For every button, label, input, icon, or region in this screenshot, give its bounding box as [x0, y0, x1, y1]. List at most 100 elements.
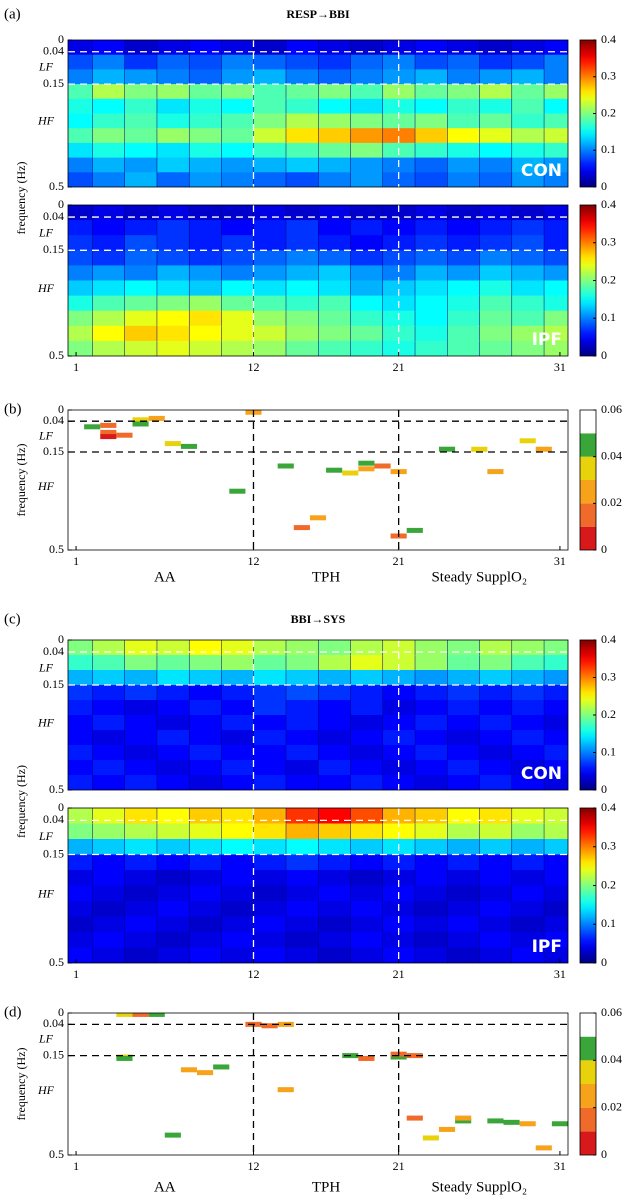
- heat-cell: [253, 280, 286, 297]
- colorbar-label: 0: [601, 542, 607, 556]
- heat-cell: [415, 128, 448, 144]
- heat-cell: [253, 715, 286, 731]
- heat-cell: [415, 745, 448, 761]
- group-tag: CON: [521, 161, 562, 181]
- heat-cell: [415, 715, 448, 731]
- heat-cell: [253, 760, 286, 776]
- band-label: LF: [38, 428, 54, 442]
- heat-cell: [415, 901, 448, 917]
- plot-area: [84, 410, 552, 539]
- heat-cell: [447, 854, 480, 871]
- y-tick-label: 0.15: [43, 444, 64, 458]
- heat-cell: [189, 916, 222, 933]
- heat-cell: [157, 760, 189, 776]
- heat-cell: [383, 325, 415, 342]
- heat-cell: [415, 839, 448, 855]
- heat-cell: [415, 730, 448, 746]
- segment: [229, 488, 246, 494]
- y-tick-label: 0: [58, 1005, 64, 1019]
- heat-cell: [415, 40, 448, 56]
- segment: [535, 1145, 552, 1151]
- heat-cell: [92, 700, 125, 716]
- group-tag: IPF: [532, 330, 562, 350]
- heat-cell: [447, 745, 480, 761]
- segment: [100, 429, 117, 435]
- y-tick-label: 0.5: [49, 348, 64, 362]
- heat-cell: [544, 172, 568, 187]
- heat-cell: [447, 40, 480, 56]
- segment: [455, 1115, 472, 1121]
- heat-cell: [92, 730, 125, 746]
- phase-label: Steady SupplO₂: [431, 569, 527, 585]
- heat-cell: [544, 142, 568, 159]
- heat-cell: [221, 84, 254, 100]
- y-tick-label: 0.04: [43, 413, 64, 427]
- colorbar-step: [580, 1036, 596, 1061]
- heat-cell: [189, 295, 222, 312]
- heat-cell: [415, 700, 448, 716]
- heat-cell: [221, 640, 254, 656]
- heat-cell: [92, 250, 125, 266]
- heat-cell: [479, 745, 512, 761]
- heat-cell: [189, 870, 222, 886]
- heat-cell: [92, 340, 125, 356]
- heat-cell: [68, 295, 93, 312]
- heat-cell: [479, 808, 512, 824]
- heat-cell: [318, 870, 351, 886]
- colorbar-step: [580, 1060, 596, 1084]
- heat-cell: [92, 947, 125, 963]
- heat-cell: [447, 870, 480, 886]
- heat-cell: [68, 172, 93, 187]
- heat-cell: [447, 916, 480, 933]
- heat-cell: [68, 265, 93, 281]
- colorbar-label: 0: [601, 348, 607, 362]
- heat-cell: [189, 325, 222, 342]
- y-tick-label: 0: [58, 32, 64, 46]
- heat-cell: [92, 775, 125, 790]
- heat-cell: [68, 128, 93, 144]
- heat-cell: [92, 310, 125, 327]
- heat-cell: [544, 916, 568, 933]
- heat-cell: [92, 839, 125, 855]
- band-label: HF: [37, 479, 55, 493]
- heat-cell: [415, 870, 448, 886]
- heat-cell: [544, 839, 568, 855]
- heat-cell: [415, 69, 448, 85]
- heat-cell: [157, 870, 189, 886]
- band-label: HF: [37, 1083, 55, 1097]
- heat-cell: [512, 220, 544, 236]
- heat-cell: [512, 901, 544, 917]
- heat-cell: [286, 640, 318, 656]
- heat-cell: [92, 205, 125, 221]
- heat-cell: [350, 142, 383, 159]
- heat-cell: [68, 775, 93, 790]
- heat-cell: [286, 870, 318, 886]
- heat-cell: [415, 142, 448, 159]
- heat-cell: [447, 340, 480, 356]
- segment: [116, 1013, 133, 1017]
- heat-cell: [318, 700, 351, 716]
- heat-cell: [92, 854, 125, 871]
- heat-cell: [68, 670, 93, 686]
- heat-cell: [415, 98, 448, 114]
- heat-cell: [512, 98, 544, 114]
- heat-cell: [221, 655, 254, 671]
- heat-cell: [124, 113, 157, 129]
- heat-cell: [415, 823, 448, 840]
- segment: [342, 470, 359, 476]
- heat-cell: [479, 340, 512, 356]
- heat-cell: [92, 84, 125, 100]
- plot-frame: [67, 807, 569, 964]
- heat-cell: [253, 295, 286, 312]
- y-tick-label: 0: [58, 402, 64, 416]
- panel-title: BBI→SYS: [291, 612, 346, 626]
- heat-cell: [318, 40, 351, 56]
- heat-cell: [318, 280, 351, 297]
- heat-cell: [350, 775, 383, 790]
- segment: [487, 1118, 504, 1124]
- heat-cell: [68, 250, 93, 266]
- heat-cell: [544, 947, 568, 963]
